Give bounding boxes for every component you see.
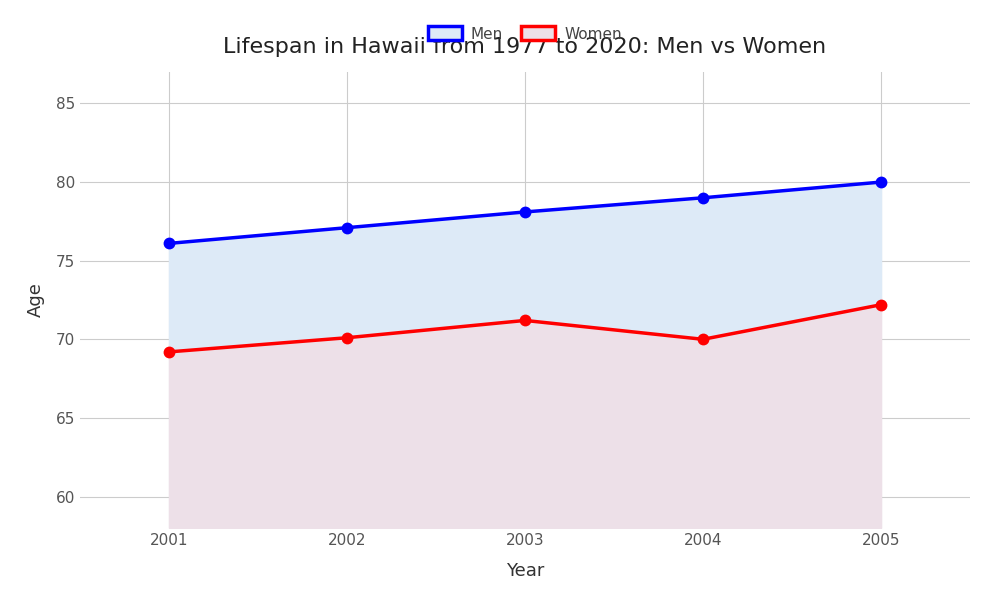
Legend: Men, Women: Men, Women [422, 20, 628, 47]
Title: Lifespan in Hawaii from 1977 to 2020: Men vs Women: Lifespan in Hawaii from 1977 to 2020: Me… [223, 37, 827, 56]
Y-axis label: Age: Age [27, 283, 45, 317]
X-axis label: Year: Year [506, 562, 544, 580]
